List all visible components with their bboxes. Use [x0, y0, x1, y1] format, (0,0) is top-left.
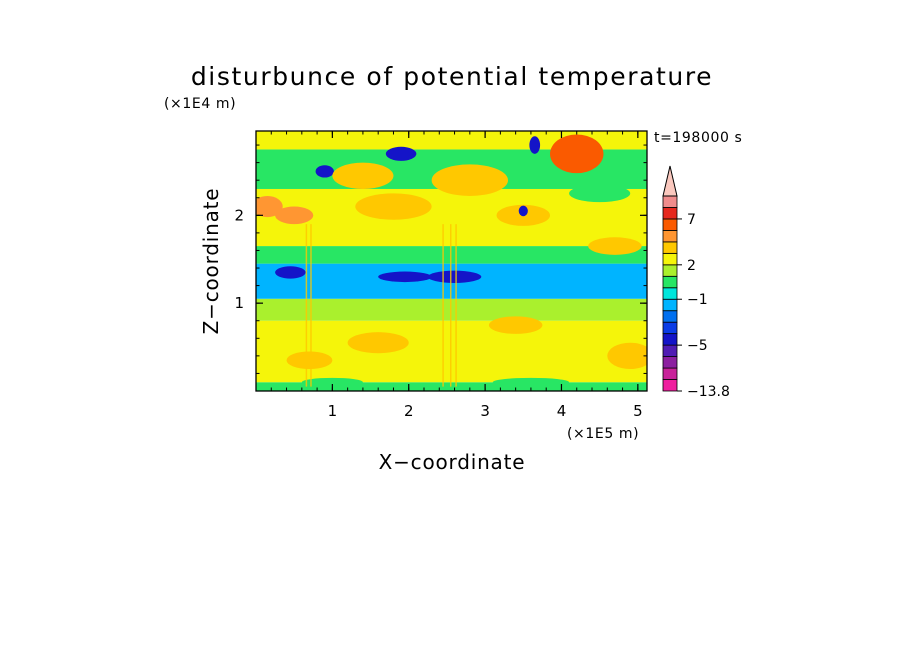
contour-feature-16: [588, 237, 642, 255]
contour-band-7: [256, 131, 647, 150]
y-axis-label: Z−coordinate: [199, 188, 223, 335]
colorbar-box-12: [662, 241, 678, 254]
colorbar-label-2: −1: [687, 292, 708, 308]
contour-feature-15: [569, 184, 631, 203]
colorbar-box-3: [662, 344, 678, 357]
contour-feature-17: [347, 332, 409, 354]
colorbar: 7 2 −1 −5 −13.8: [662, 165, 730, 400]
contour-feature-9: [427, 270, 482, 283]
colorbar-extend-arrow: [662, 165, 678, 197]
colorbar-box-9: [662, 275, 678, 289]
time-label: t=198000 s: [654, 130, 742, 146]
contour-feature-14: [550, 134, 604, 174]
x-tick-label-0: 1: [328, 402, 338, 420]
chart-title: disturbunce of potential temperature: [191, 62, 713, 91]
colorbar-box-7: [662, 298, 678, 312]
contour-feature-18: [488, 316, 543, 334]
x-tick-label-3: 4: [557, 402, 567, 420]
contour-feature-13: [529, 136, 541, 154]
contour-feature-5: [332, 162, 394, 189]
contour-band-0: [256, 382, 647, 391]
x-axis: 1 2 3 4 5: [270, 131, 643, 420]
colorbar-box-13: [662, 230, 678, 243]
colorbar-box-14: [662, 218, 678, 231]
contour-feature-10: [431, 164, 509, 197]
contour-feature-12: [518, 205, 528, 217]
colorbar-label-0: 7: [687, 212, 696, 228]
colorbar-box-6: [662, 310, 678, 323]
colorbar-box-0: [662, 379, 678, 392]
contour-feature-2: [275, 266, 306, 279]
contour-band-4: [256, 246, 647, 264]
contour-field: [256, 131, 647, 391]
colorbar-label-1: 2: [687, 258, 696, 274]
y-axis: 12: [234, 144, 647, 374]
colorbar-label-3: −5: [687, 338, 708, 354]
contour-band-2: [256, 298, 647, 321]
colorbar-box-10: [662, 264, 678, 277]
colorbar-box-8: [662, 287, 678, 300]
colorbar-box-1: [662, 367, 678, 380]
vertical-wave-streaks: [305, 224, 457, 387]
contour-feature-7: [355, 193, 432, 220]
x-tick-label-2: 3: [480, 402, 490, 420]
colorbar-box-4: [662, 333, 678, 346]
contour-feature-3: [315, 165, 334, 178]
colorbar-box-16: [662, 195, 678, 208]
x-tick-label-4: 5: [633, 402, 643, 420]
x-axis-label: X−coordinate: [379, 450, 526, 474]
y-tick-label-0: 1: [234, 294, 244, 312]
contour-feature-21: [492, 377, 570, 387]
contour-feature-0: [256, 196, 283, 218]
y-scale-label: (×1E4 m): [164, 96, 236, 112]
colorbar-label-4: −13.8: [687, 384, 730, 400]
x-scale-label: (×1E5 m): [567, 426, 639, 442]
colorbar-box-2: [662, 356, 678, 369]
contour-feature-6: [385, 146, 417, 161]
contour-feature-8: [378, 271, 432, 283]
y-tick-label-1: 2: [234, 206, 244, 224]
colorbar-box-11: [662, 252, 678, 266]
x-tick-label-1: 2: [404, 402, 414, 420]
contour-feature-19: [607, 342, 647, 370]
colorbar-box-5: [662, 321, 678, 335]
contour-feature-4: [286, 351, 333, 370]
contour-band-1: [256, 320, 647, 383]
colorbar-box-15: [662, 207, 678, 220]
plot-frame: [255, 130, 648, 392]
contour-feature-20: [301, 377, 363, 387]
contour-feature-1: [275, 206, 314, 225]
